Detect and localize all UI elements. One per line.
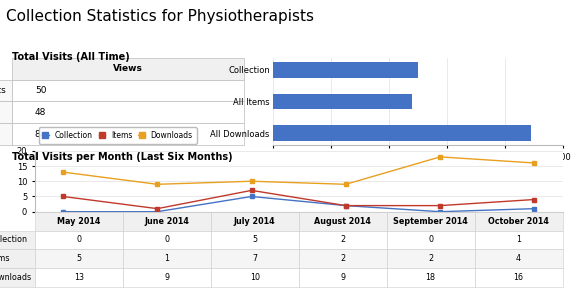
Legend: Collection, Items, Downloads: Collection, Items, Downloads: [39, 127, 197, 144]
Bar: [273, 62, 418, 78]
Text: Total Visits per Month (Last Six Months): Total Visits per Month (Last Six Months): [12, 152, 232, 162]
Text: Total Visits (All Time): Total Visits (All Time): [12, 52, 129, 62]
Bar: [273, 125, 531, 141]
Text: Collection Statistics for Physiotherapists: Collection Statistics for Physiotherapis…: [6, 9, 314, 24]
Bar: [273, 94, 412, 109]
